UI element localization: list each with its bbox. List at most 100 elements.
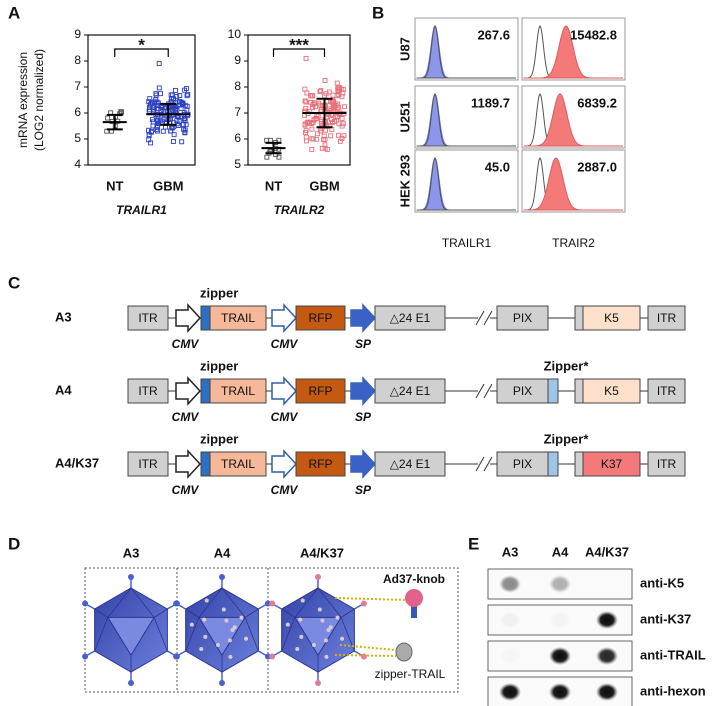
fiber-knob [219,574,225,580]
construct-name: A4/K37 [55,455,99,470]
fiber-box [582,378,641,404]
promoter-arrow [175,376,202,406]
pix-box-label: PIX [513,457,532,471]
y-tick-label: 6 [74,105,81,119]
histogram [524,93,623,147]
scatter-point [341,133,347,139]
scatter-point [310,102,316,108]
zipper-trail-dot [221,607,226,612]
y-axis-label: (LOG2 normalized) [32,49,46,151]
trail-box [209,451,267,477]
scatter-point [322,145,328,151]
x-tick-label: GBM [153,178,183,193]
scatter-point [337,85,343,91]
fiber-knob [269,653,276,660]
fiber-box-label: K37 [601,457,623,471]
scatter-point [339,123,345,129]
scatter-point [183,122,189,128]
capsid-edge [294,587,319,618]
zipper-label: zipper [200,285,238,300]
zipper-trail-dot [295,647,300,652]
zipper-trail-dot [300,598,305,603]
fiber-shaft [574,305,584,331]
scatter-point [302,86,308,92]
scatter-point [304,138,309,144]
rfp-box-label: RFP [309,311,333,325]
scatter-point [170,96,176,102]
mfi-value: 267.6 [477,27,510,42]
y-axis-label: mRNA expression [16,52,30,148]
rfp-box-label: RFP [309,457,333,471]
y-tick-label: 8 [234,79,241,93]
significance-bracket [114,48,169,57]
scatter-point [334,117,340,123]
mfi-value: 6839.2 [577,95,617,110]
fiber-knob [360,600,367,607]
capsid-edge [153,617,168,652]
column-label: A4/K37 [585,544,629,559]
row-label: U87 [397,37,412,61]
x-tick-label: GBM [309,178,339,193]
plot-frame [247,34,351,166]
y-tick-label: 9 [74,27,81,41]
zipper-trail-dot [228,654,233,659]
scatter-point [303,99,309,105]
error-bar [265,141,282,155]
sp-label: SP [355,483,372,497]
scatter-point [179,139,185,145]
zipper-trail-dot [328,625,333,630]
scatter-point [319,145,325,151]
cmv-label: CMV [271,337,299,351]
virus-panel-frame [84,567,459,693]
fiber-zipper-box [547,378,559,404]
fiber-box-label: K5 [604,384,619,398]
scatter-point [334,80,340,86]
zipper-trail-dot [317,607,322,612]
capsid-edge [244,608,259,618]
fiber-zipper-label: Zipper* [544,358,590,373]
promoter-arrow [271,303,298,333]
zipper-label: zipper [200,431,238,446]
e1-box [374,305,446,331]
x-axis-label: TRAILR1 [116,203,167,217]
row-label: anti-hexon [640,683,706,698]
scatter-point [175,123,181,128]
y-tick-label: 10 [228,27,242,41]
y-tick-label: 8 [74,53,81,67]
capsid-edge [244,617,259,652]
e1-box [374,451,446,477]
fiber-zipper-label: Zipper* [544,431,590,446]
significance-label: * [138,35,145,54]
row-label: U251 [397,101,412,132]
virus-label: A4 [214,545,231,560]
scatter-point [336,88,342,94]
break-mark [475,456,493,472]
fiber-box [582,305,641,331]
fiber-knob [264,653,271,660]
zipper-box [200,305,211,331]
scatter-point [185,91,191,97]
scatter-point [276,154,282,160]
pointer [334,597,409,601]
zipper-trail-dot [340,636,345,641]
fiber-shaft [574,451,584,477]
capsid-edge [198,587,223,618]
knob-head [405,589,423,607]
mfi-value: 45.0 [485,159,510,174]
itr-box-label: ITR [138,457,158,471]
knob-stalk [411,602,417,618]
trail-box-label: TRAIL [221,384,255,398]
e1-box-label: △24 E1 [390,457,431,471]
capsid-edge [317,587,342,618]
row-label: HEK 293 [397,155,412,208]
scatter-point [264,154,270,160]
fiber-box-label: K5 [604,311,619,325]
scatter-point [304,90,310,96]
pix-box-label: PIX [513,384,532,398]
capsid-edge [281,608,296,618]
blot-dot [499,575,521,593]
y-tick-label: 6 [234,131,241,145]
scatter-point [183,86,189,92]
scatter-point [309,136,315,142]
